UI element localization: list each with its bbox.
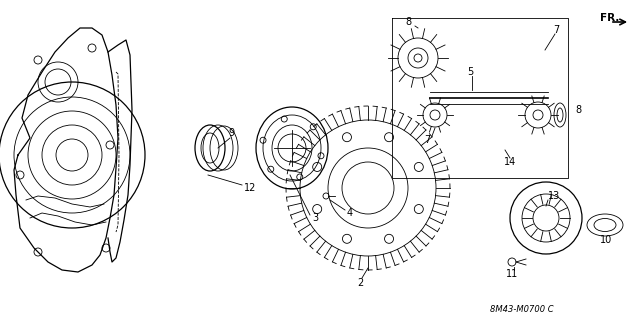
Text: 5: 5 xyxy=(467,67,473,77)
Text: 12: 12 xyxy=(244,183,257,193)
Text: 7: 7 xyxy=(553,25,559,35)
Text: 9: 9 xyxy=(228,128,234,138)
Text: 10: 10 xyxy=(600,235,612,245)
Text: 7: 7 xyxy=(424,135,430,145)
Text: 8: 8 xyxy=(405,17,411,27)
Text: 8: 8 xyxy=(575,105,581,115)
Text: 4: 4 xyxy=(347,208,353,218)
Text: 8M43-M0700 C: 8M43-M0700 C xyxy=(490,306,554,315)
Text: 14: 14 xyxy=(504,157,516,167)
Text: 11: 11 xyxy=(506,269,518,279)
Text: 3: 3 xyxy=(312,213,318,223)
Text: 13: 13 xyxy=(548,191,560,201)
Text: 2: 2 xyxy=(357,278,363,288)
Text: FR.: FR. xyxy=(600,13,620,23)
